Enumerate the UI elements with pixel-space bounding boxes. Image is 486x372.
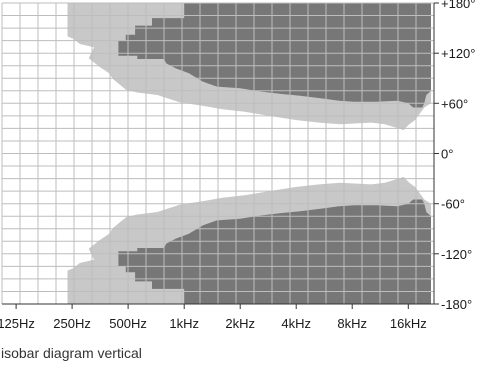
y-tick-label: -60° [441,197,465,212]
y-tick-labels: +180° +120° +60° 0° -60° -120° -180° [441,0,475,312]
isobar-chart: 125Hz 250Hz 500Hz 1kHz 2kHz 4kHz 8kHz 16kHz +18… [0,0,476,331]
axis-layer [2,2,439,309]
inner-band-upper [118,3,432,108]
grid-layer [1,2,435,305]
inner-band-lower [118,199,432,304]
x-tick-label: 2kHz [225,316,255,331]
x-tick-labels: 125Hz 250Hz 500Hz 1kHz 2kHz 4kHz 8kHz 16kHz [0,316,427,331]
y-tick-label: +180° [441,0,475,11]
y-tick-label: -180° [441,297,472,312]
x-tick-label: 500Hz [109,316,147,331]
chart-caption: isobar diagram vertical [1,345,142,361]
y-tick-label: +120° [441,46,475,61]
y-tick-label: 0° [441,147,453,162]
x-tick-label: 250Hz [53,316,91,331]
x-tick-label: 1kHz [169,316,199,331]
y-tick-label: +60° [441,96,468,111]
x-tick-label: 4kHz [281,316,311,331]
isobar-plot: 125Hz 250Hz 500Hz 1kHz 2kHz 4kHz 8kHz 16kHz +18… [0,0,476,331]
y-tick-label: -120° [441,247,472,262]
x-tick-label: 8kHz [337,316,367,331]
x-tick-label: 125Hz [0,316,35,331]
band-layer [67,3,432,304]
x-tick-label: 16kHz [390,316,427,331]
